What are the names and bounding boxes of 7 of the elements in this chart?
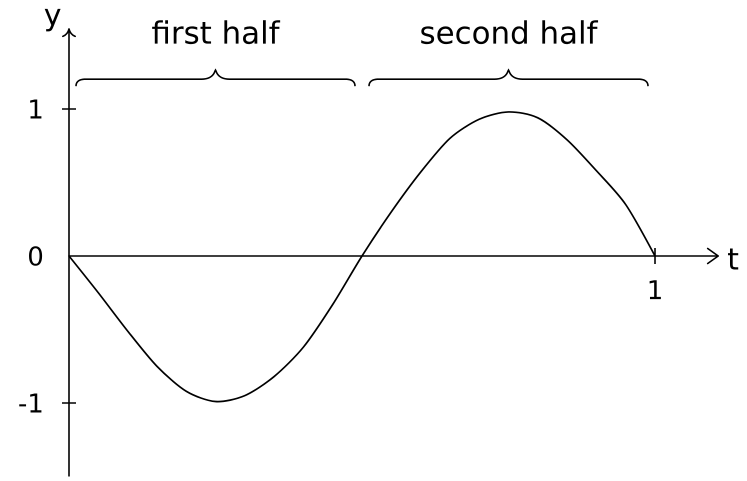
x-axis-title: t [728, 248, 738, 270]
y-axis-title: y [44, 8, 61, 32]
y-tick-label: -1 [19, 394, 42, 412]
y-tick-label: 1 [30, 100, 42, 118]
y-tick-label: 0 [29, 246, 42, 266]
annotation: first half [152, 20, 280, 44]
annotation: second half [421, 20, 598, 44]
